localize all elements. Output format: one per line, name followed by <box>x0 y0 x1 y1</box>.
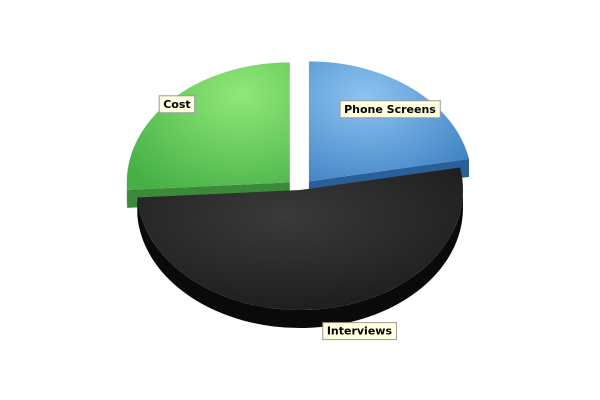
pie-slice-phone-screens[interactable] <box>308 61 470 182</box>
slice-label-text: Cost <box>163 98 190 111</box>
slice-label-text: Interviews <box>327 325 393 338</box>
slice-label-cost: Cost <box>158 95 196 114</box>
slice-label-box <box>339 100 441 119</box>
slice-label-interviews: Interviews <box>322 322 397 341</box>
pie-slice-cost[interactable] <box>126 62 290 190</box>
slice-label-phone-screens: Phone Screens <box>339 100 441 119</box>
slice-label-box <box>322 322 397 341</box>
slice-label-box <box>158 95 196 114</box>
pie-labels: Phone Screens Interviews Cost <box>158 95 441 341</box>
pie-slice-interviews[interactable] <box>137 167 463 311</box>
slice-label-text: Phone Screens <box>344 103 436 116</box>
pie-slices <box>126 61 470 329</box>
